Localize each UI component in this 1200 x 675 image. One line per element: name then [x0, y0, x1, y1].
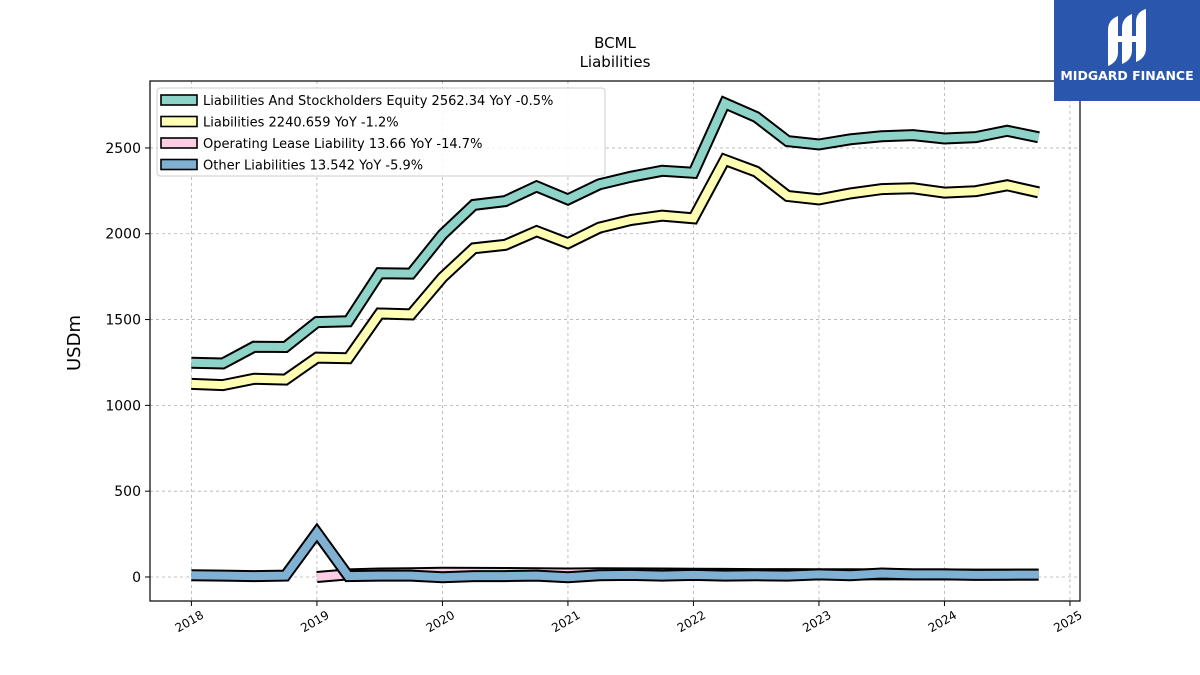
y-tick-label: 2500: [105, 141, 141, 157]
series-line-outline: [191, 152, 1040, 392]
legend-label: Liabilities And Stockholders Equity 2562…: [203, 94, 553, 109]
y-tick-label: 500: [114, 484, 141, 500]
x-tick-label: 2019: [298, 608, 331, 635]
legend: Liabilities And Stockholders Equity 2562…: [156, 87, 606, 177]
x-tick-label: 2022: [675, 608, 708, 635]
series-lines: [191, 95, 1040, 584]
series-line: [191, 525, 1039, 582]
legend-swatch: [160, 94, 198, 106]
x-tick-label: 2024: [926, 608, 959, 635]
x-tick-label: 2021: [549, 608, 582, 635]
series-line: [191, 154, 1040, 390]
y-tick-label: 1000: [105, 398, 141, 414]
plot-frame: [149, 80, 1081, 602]
series-line: [191, 98, 1040, 368]
brand-name: MIDGARD FINANCE: [1060, 68, 1194, 83]
x-tick-label: 2023: [800, 608, 833, 635]
legend-swatch: [160, 115, 198, 128]
legend-swatch: [160, 137, 198, 149]
y-tick-label: 0: [132, 570, 141, 586]
axis-ticks: 2018 2019 2020 2021 2022 2023 2024 2025 0 500 1000…: [105, 141, 1084, 635]
legend-swatch: [160, 158, 198, 171]
x-tick-label: 2020: [424, 608, 457, 635]
chart-subtitle: Liabilities: [580, 53, 651, 71]
y-tick-label: 2000: [105, 227, 141, 243]
y-axis-label: USDm: [64, 315, 85, 371]
x-tick-label: 2018: [173, 608, 206, 635]
brand-logo-icon: [1108, 9, 1146, 66]
legend-label: Operating Lease Liability 13.66 YoY -14.…: [203, 137, 482, 152]
chart-title: BCML: [594, 34, 636, 52]
legend-label: Liabilities 2240.659 YoY -1.2%: [203, 116, 399, 131]
y-tick-label: 1500: [105, 313, 141, 329]
brand-badge: MIDGARD FINANCE: [1054, 0, 1200, 101]
legend-label: Other Liabilities 13.542 YoY -5.9%: [203, 159, 423, 174]
legend-box: [156, 87, 606, 177]
x-tick-label: 2025: [1051, 608, 1084, 635]
